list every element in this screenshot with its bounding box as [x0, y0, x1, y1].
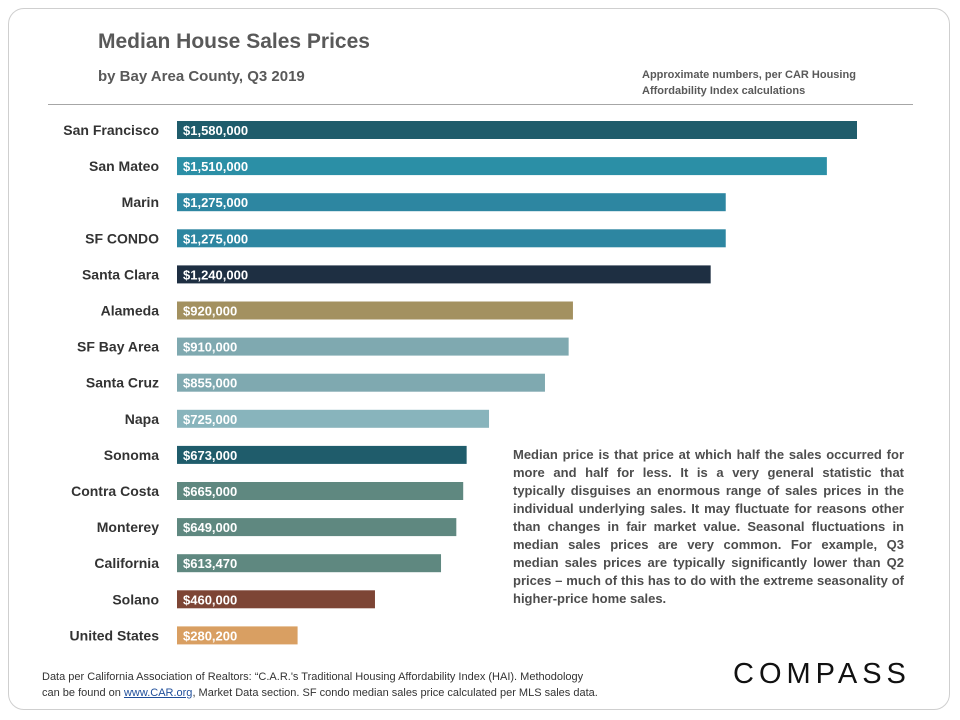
methodology-note-line1: Approximate numbers, per CAR Housing: [642, 69, 856, 81]
category-label-sf-bay-area: SF Bay Area: [77, 339, 159, 355]
category-label-marin: Marin: [122, 194, 159, 210]
methodology-note: Approximate numbers, per CAR Housing Aff…: [642, 67, 856, 99]
compass-logo: COMPASS: [733, 658, 911, 690]
category-label-monterey: Monterey: [97, 519, 159, 535]
bar-alameda: [177, 301, 573, 320]
bar-california: [177, 554, 442, 573]
category-label-contra-costa: Contra Costa: [71, 483, 159, 499]
category-label-napa: Napa: [125, 411, 159, 427]
car-website-link[interactable]: www.CAR.org: [123, 687, 193, 699]
bar-santa-clara: [177, 265, 711, 284]
chart-subtitle: by Bay Area County, Q3 2019: [98, 68, 305, 85]
category-label-california: California: [94, 555, 159, 571]
bar-sonoma: [177, 445, 467, 464]
value-label-united-states: $280,200: [183, 628, 237, 643]
bar-monterey: [177, 518, 457, 537]
category-label-sf-condo: SF CONDO: [85, 230, 159, 246]
bar-united-states: [177, 626, 298, 645]
chart-title: Median House Sales Prices: [98, 30, 370, 53]
footer-line2: can be found on www.CAR.org, Market Data…: [42, 685, 598, 701]
category-label-san-mateo: San Mateo: [89, 158, 159, 174]
bar-sf-condo: [177, 229, 726, 248]
bar-solano: [177, 590, 375, 609]
value-label-contra-costa: $665,000: [183, 484, 237, 499]
bar-napa: [177, 409, 490, 428]
bar-san-mateo: [177, 157, 827, 176]
source-footer: Data per California Association of Realt…: [42, 669, 598, 701]
bar-santa-cruz: [177, 373, 545, 392]
value-label-sf-condo: $1,275,000: [183, 231, 248, 246]
value-label-alameda: $920,000: [183, 304, 237, 319]
value-label-napa: $725,000: [183, 412, 237, 427]
value-label-sf-bay-area: $910,000: [183, 340, 237, 355]
value-label-santa-clara: $1,240,000: [183, 267, 248, 282]
median-description: Median price is that price at which half…: [513, 447, 904, 606]
value-label-california: $613,470: [183, 556, 237, 571]
value-label-solano: $460,000: [183, 592, 237, 607]
value-label-santa-cruz: $855,000: [183, 376, 237, 391]
value-label-monterey: $649,000: [183, 520, 237, 535]
bar-marin: [177, 193, 726, 212]
bar-san-francisco: [177, 121, 857, 139]
value-label-marin: $1,275,000: [183, 195, 248, 210]
category-label-sonoma: Sonoma: [104, 447, 159, 463]
footer-suffix: , Market Data section. SF condo median s…: [192, 687, 598, 699]
bar-contra-costa: [177, 482, 464, 500]
header-divider: [48, 104, 913, 105]
category-label-solano: Solano: [112, 591, 159, 607]
footer-prefix: can be found on: [42, 687, 124, 699]
footer-line1: Data per California Association of Realt…: [42, 671, 584, 683]
category-label-united-states: United States: [70, 627, 160, 643]
category-label-san-francisco: San Francisco: [63, 122, 159, 138]
value-label-san-mateo: $1,510,000: [183, 159, 248, 174]
category-label-santa-cruz: Santa Cruz: [86, 375, 159, 391]
category-label-alameda: Alameda: [101, 303, 160, 319]
category-label-santa-clara: Santa Clara: [82, 266, 159, 282]
methodology-note-line2: Affordability Index calculations: [642, 85, 806, 97]
value-label-sonoma: $673,000: [183, 448, 237, 463]
bar-sf-bay-area: [177, 337, 569, 356]
value-label-san-francisco: $1,580,000: [183, 123, 248, 138]
